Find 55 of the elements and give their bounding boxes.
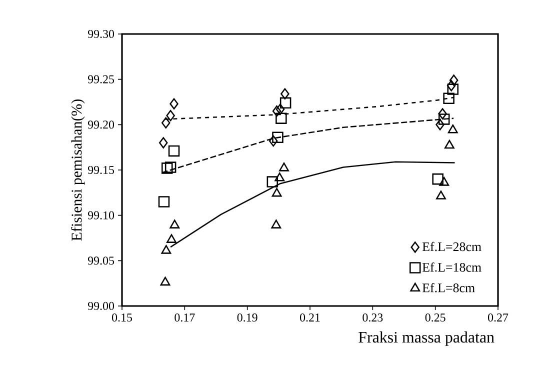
y-tick-label: 99.10 [88,211,114,220]
point [161,117,170,128]
point [170,220,180,228]
point [170,98,178,110]
point [166,234,176,243]
point [274,172,285,182]
x-tick-label: 0.19 [237,314,258,322]
point [160,276,170,286]
x-tick-label: 0.25 [425,314,446,322]
point [280,88,290,100]
x-tick-label: 0.17 [174,314,195,322]
point [266,176,278,188]
x-axis-title: Fraksi massa padatan [358,331,494,346]
legend-label: Ef.L=28cm [422,242,482,252]
point [272,132,284,143]
point [449,74,458,86]
point [158,196,170,208]
y-tick-label: 99.25 [88,75,114,84]
point [276,104,285,115]
point [438,114,450,125]
point [271,220,282,228]
point [280,97,292,109]
point [448,124,458,134]
point [438,108,447,120]
y-tick-label: 99.05 [88,256,114,265]
point [166,110,175,122]
y-axis-title: Efisiensi pemisahan(%) [71,99,85,241]
point [268,135,278,147]
point [443,92,454,104]
legend-label: Ef.L=8cm [422,283,475,292]
point [436,190,446,200]
x-tick-label: 0.23 [362,314,383,322]
point [168,145,180,157]
y-tick-label: 99.30 [88,30,114,38]
point [161,245,172,254]
x-tick-label: 0.27 [488,314,508,322]
x-tick-label: 0.15 [112,314,132,322]
point [436,119,444,130]
point [279,162,289,172]
point [439,177,450,186]
point [272,188,282,197]
point [446,80,456,92]
y-tick-label: 99.20 [88,120,114,129]
point [158,137,168,148]
point [444,140,454,149]
legend-label: Ef.L=18cm [422,262,482,272]
point [272,105,282,117]
point [447,84,459,95]
y-tick-label: 99.15 [88,166,114,174]
point [276,112,287,124]
y-tick-label: 99.00 [88,302,114,310]
point [432,173,444,185]
x-tick-label: 0.21 [300,314,320,322]
point [161,162,173,174]
point [164,162,176,173]
